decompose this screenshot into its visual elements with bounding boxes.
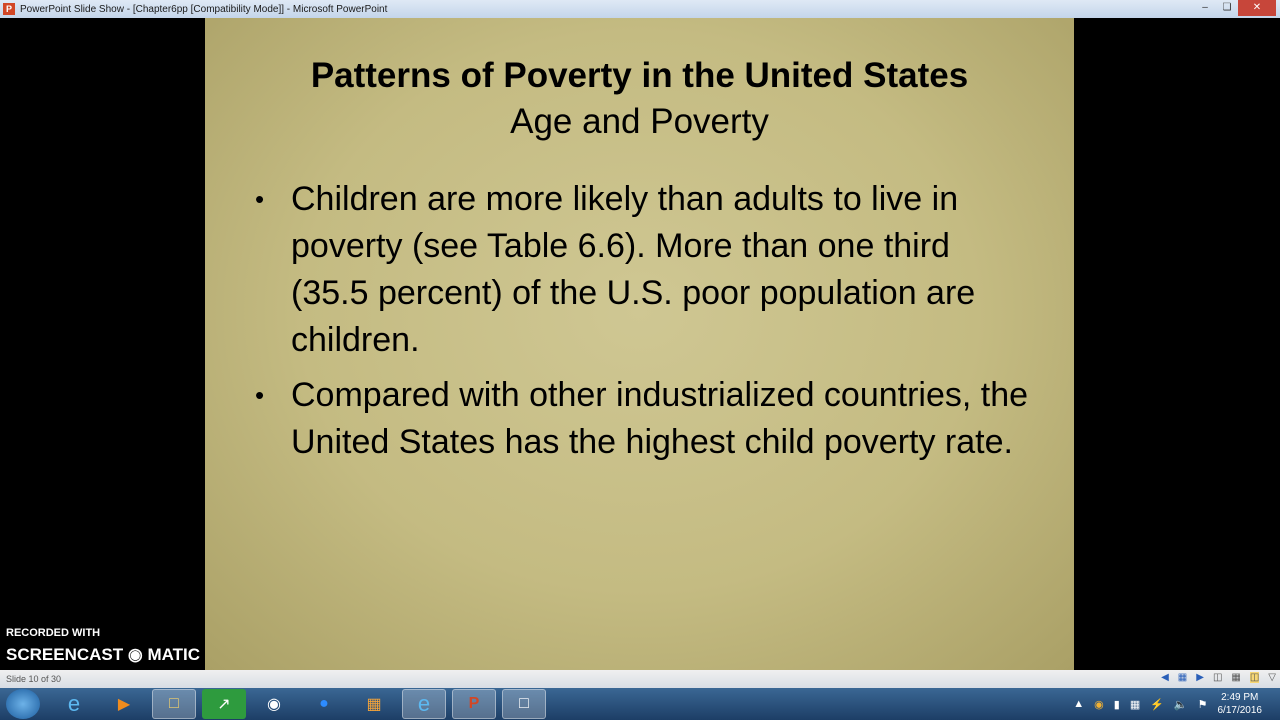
app-tray-icon[interactable]: ◉ — [1094, 698, 1104, 711]
windows-icon[interactable]: ▦ — [1129, 698, 1141, 711]
close-button[interactable]: ✕ — [1238, 0, 1276, 16]
show-hidden-icons-icon[interactable]: ▲ — [1073, 698, 1085, 710]
title-bar: P PowerPoint Slide Show - [Chapter6pp [C… — [0, 0, 1280, 18]
green-app-icon[interactable]: ↗ — [202, 689, 246, 719]
system-tray: ▲ ◉ ▮ ▦ ⚡ 🔈 ⚑ 2:49 PM 6/17/2016 — [1073, 688, 1262, 720]
next-icon[interactable]: ▶ — [1196, 672, 1204, 683]
bullet-text: Compared with other industrialized count… — [291, 376, 1029, 461]
snipping-tool-icon[interactable]: □ — [502, 689, 546, 719]
bullet-item: • Children are more likely than adults to… — [255, 176, 1035, 364]
slide-title: Patterns of Poverty in the United States — [310, 56, 969, 95]
slide-show-icon[interactable]: ▽ — [1268, 672, 1276, 683]
screencast-logo-icon: ◉ — [127, 645, 143, 664]
wifi-app-icon[interactable]: ◉ — [267, 696, 281, 713]
file-explorer-icon[interactable]: □ — [152, 689, 196, 719]
clock-time: 2:49 PM — [1221, 692, 1259, 703]
start-button[interactable] — [6, 689, 40, 719]
previous-icon[interactable]: ◀ — [1161, 672, 1169, 683]
powerpoint-icon[interactable]: P — [452, 689, 496, 719]
slide-indicator: Slide 10 of 30 — [6, 674, 62, 684]
apps-grid-icon[interactable]: ▦ — [366, 696, 382, 713]
slide[interactable]: Patterns of Poverty in the United States… — [205, 18, 1074, 670]
internet-explorer-icon[interactable]: e — [67, 691, 81, 716]
taskbar: e ▶ □ ↗ ◉ ● ▦ e P □ ▲ ◉ ▮ ▦ ⚡ 🔈 ⚑ 2:49 P… — [0, 688, 1280, 720]
action-center-flag-icon[interactable]: ⚑ — [1197, 698, 1208, 711]
bullet-icon: • — [255, 380, 265, 410]
volume-icon[interactable]: 🔈 — [1173, 698, 1188, 711]
minimize-button[interactable]: – — [1202, 2, 1208, 13]
normal-view-icon[interactable]: ◫ — [1212, 672, 1223, 683]
zoom-icon[interactable]: ● — [319, 695, 329, 712]
reading-view-icon[interactable]: ◫ — [1249, 672, 1260, 683]
status-bar: Slide 10 of 30 ◀ ▦ ▶ ◫ ▦ ◫ ▽ — [0, 670, 1280, 688]
bullet-list: • Children are more likely than adults to… — [255, 176, 1035, 474]
screencast-watermark: RECORDED WITH SCREENCAST ◉ MATIC — [6, 626, 200, 666]
menu-icon[interactable]: ▦ — [1177, 672, 1188, 683]
slide-subtitle: Age and Poverty — [510, 102, 769, 141]
power-icon[interactable]: ⚡ — [1150, 698, 1164, 711]
bullet-icon: • — [255, 184, 265, 214]
restore-button[interactable]: ❏ — [1222, 2, 1232, 13]
watermark-line3: MATIC — [147, 645, 200, 664]
watermark-line1: RECORDED WITH — [6, 627, 101, 639]
slide-sorter-icon[interactable]: ▦ — [1231, 672, 1241, 683]
bullet-item: • Compared with other industrialized coun… — [255, 372, 1035, 466]
watermark-line2: SCREENCAST — [6, 645, 124, 664]
window-title: PowerPoint Slide Show - [Chapter6pp [Com… — [20, 3, 388, 15]
bullet-text: Children are more likely than adults to … — [291, 180, 976, 359]
powerpoint-icon: P — [3, 3, 15, 15]
signal-icon[interactable]: ▮ — [1113, 698, 1120, 711]
clock[interactable]: 2:49 PM 6/17/2016 — [1218, 691, 1263, 717]
media-player-icon[interactable]: ▶ — [117, 696, 131, 713]
clock-date: 6/17/2016 — [1217, 705, 1263, 716]
internet-explorer-icon[interactable]: e — [402, 689, 446, 719]
